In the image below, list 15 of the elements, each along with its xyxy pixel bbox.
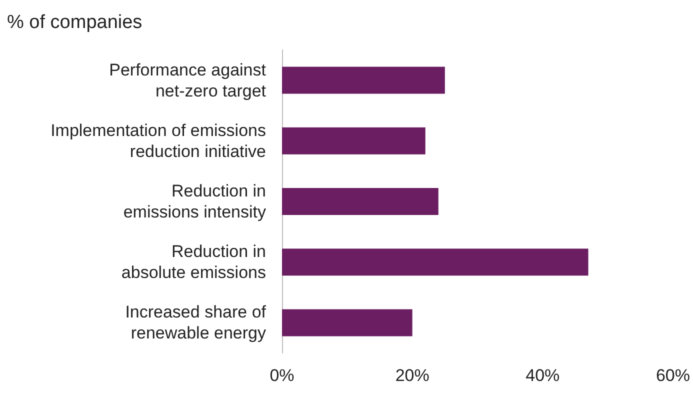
bar xyxy=(282,127,426,154)
bar xyxy=(282,248,588,276)
y-tick-label: Increased share of renewable energy xyxy=(125,302,266,343)
x-tick-label: 60% xyxy=(656,366,690,385)
x-tick-label: 0% xyxy=(270,366,294,385)
y-tick-label: Performance against net-zero target xyxy=(109,60,266,100)
text: % of companies xyxy=(7,12,142,33)
bar xyxy=(282,66,445,94)
y-tick-label: Reduction in emissions intensity xyxy=(123,182,266,222)
x-tick-label: 20% xyxy=(395,366,430,385)
bar xyxy=(282,188,438,215)
bar xyxy=(282,309,412,336)
x-tick-label: 40% xyxy=(526,366,560,385)
y-tick-label: Implementation of emissions reduction initiative xyxy=(50,120,266,161)
y-tick-label: Reduction in absolute emissions xyxy=(121,242,266,282)
